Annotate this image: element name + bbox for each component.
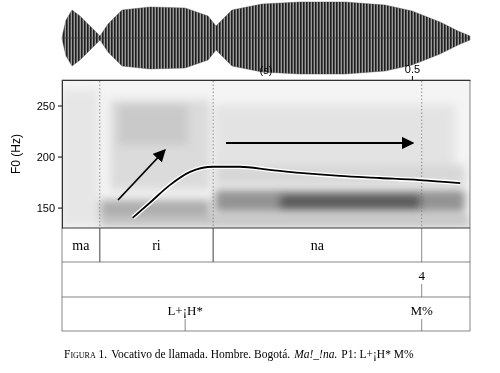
caption-part: Vocativo de llamada. Hombre. Bogotá. xyxy=(111,348,290,361)
spectrogram-energy xyxy=(280,195,420,209)
spectrogram-energy xyxy=(100,200,210,216)
plot-area xyxy=(133,167,461,218)
arrow-rise xyxy=(118,150,165,200)
point-mark xyxy=(421,284,422,297)
f0-contour-halo xyxy=(133,167,461,218)
x-tick-mark xyxy=(412,76,413,80)
point-mark xyxy=(421,319,422,331)
spectrogram-energy xyxy=(100,215,470,227)
y-tick-label: 200 xyxy=(37,151,55,163)
chart-container: 150 200 250 0.5 (s) F0 (Hz) ma ri na 4 L+¡H* M% Figu… xyxy=(0,0,500,373)
interval-boundary xyxy=(99,228,100,262)
y-tick-mark xyxy=(58,157,62,158)
waveform-baseline xyxy=(62,38,470,39)
point-label: 4 xyxy=(418,268,425,283)
interval-label: ri xyxy=(152,238,161,253)
interval-label: ma xyxy=(72,238,90,253)
spectrogram-frame xyxy=(62,80,470,228)
spectrogram-energy xyxy=(110,100,210,190)
y-tick: 150 xyxy=(37,202,62,214)
x-tick-label: 0.5 xyxy=(405,63,420,75)
arrow-plateau xyxy=(226,142,413,144)
tier-divider xyxy=(62,262,470,263)
point-mark xyxy=(185,319,186,331)
x-tick: 0.5 xyxy=(405,63,420,80)
y-tick-mark xyxy=(58,106,62,107)
point-label: M% xyxy=(411,303,434,318)
spectrogram-energy xyxy=(215,105,455,165)
f0-contour xyxy=(133,167,461,218)
caption-part: Figura 1. xyxy=(64,348,107,360)
interval-boundary xyxy=(421,228,422,262)
spectrogram-energy xyxy=(215,190,465,212)
spectrogram xyxy=(62,90,470,227)
y-tick: 250 xyxy=(37,100,62,112)
y-tick: 200 xyxy=(37,151,62,163)
tier-divider xyxy=(62,297,470,298)
interval-boundary xyxy=(99,228,100,262)
x-axis-title: (s) xyxy=(260,64,273,76)
interval-label: na xyxy=(311,238,325,253)
y-tick-mark xyxy=(58,208,62,209)
background xyxy=(0,0,500,373)
spectrogram-energy xyxy=(118,105,188,145)
caption-part: Ma!_!na. xyxy=(293,348,337,360)
textgrid: ma ri na 4 L+¡H* M% xyxy=(62,228,470,331)
y-axis: 150 200 250 xyxy=(37,81,63,229)
y-axis-title: F0 (Hz) xyxy=(9,134,23,174)
boundary-line xyxy=(213,80,214,228)
point-label: L+¡H* xyxy=(167,303,203,318)
y-tick-label: 150 xyxy=(37,202,55,214)
caption-part: P1: L+¡H* M% xyxy=(341,348,414,361)
interval-boundary xyxy=(213,228,214,262)
caption: Figura 1. Vocativo de llamada. Hombre. Bo… xyxy=(64,348,414,361)
y-tick-label: 250 xyxy=(37,100,55,112)
x-axis: 0.5 xyxy=(63,63,471,81)
spectrogram-bg xyxy=(62,80,470,228)
figure-svg: 150 200 250 0.5 (s) F0 (Hz) ma ri na 4 L+¡H* M% Figu… xyxy=(0,0,500,373)
textgrid-frame xyxy=(62,228,470,331)
boundary-line xyxy=(99,80,100,228)
spectrogram-energy xyxy=(62,90,98,225)
boundary-line xyxy=(421,80,422,228)
interval-boundary xyxy=(213,228,214,262)
